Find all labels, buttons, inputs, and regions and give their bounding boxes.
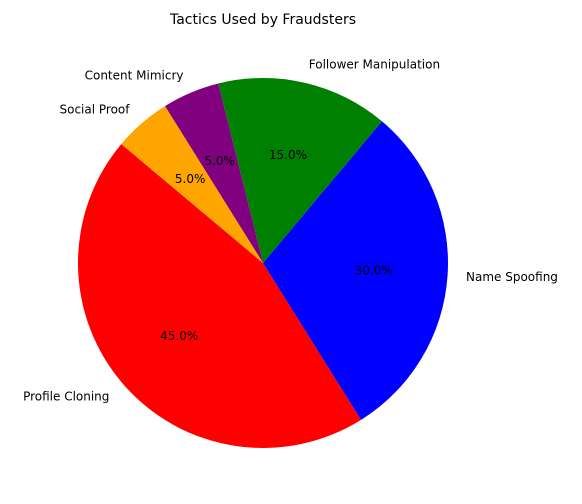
pie-slice-name-spoofing bbox=[263, 121, 449, 420]
pie-percent-label: 45.0% bbox=[160, 329, 198, 343]
pie-slice-social-proof bbox=[121, 106, 264, 263]
pie-slice-profile-cloning bbox=[78, 144, 362, 448]
pie-slices bbox=[78, 78, 449, 448]
chart-title: Tactics Used by Fraudsters bbox=[169, 12, 356, 28]
pie-category-label: Profile Cloning bbox=[23, 390, 109, 404]
pie-percent-label: 30.0% bbox=[355, 264, 393, 278]
pie-category-label: Name Spoofing bbox=[466, 270, 558, 284]
pie-category-label: Content Mimicry bbox=[85, 69, 184, 83]
pie-category-label: Follower Manipulation bbox=[309, 58, 440, 72]
pie-category-label: Social Proof bbox=[59, 102, 130, 116]
pie-percent-label: 5.0% bbox=[175, 172, 206, 186]
pie-percent-labels: 45.0% 30.0% 15.0% 5.0% 5.0% bbox=[160, 148, 393, 343]
pie-percent-label: 5.0% bbox=[204, 154, 235, 168]
pie-slice-follower-manipulation bbox=[218, 78, 382, 263]
pie-percent-label: 15.0% bbox=[269, 148, 307, 162]
pie-slice-content-mimicry bbox=[164, 83, 263, 263]
pie-category-labels: Profile Cloning Name Spoofing Follower Man… bbox=[23, 58, 558, 404]
